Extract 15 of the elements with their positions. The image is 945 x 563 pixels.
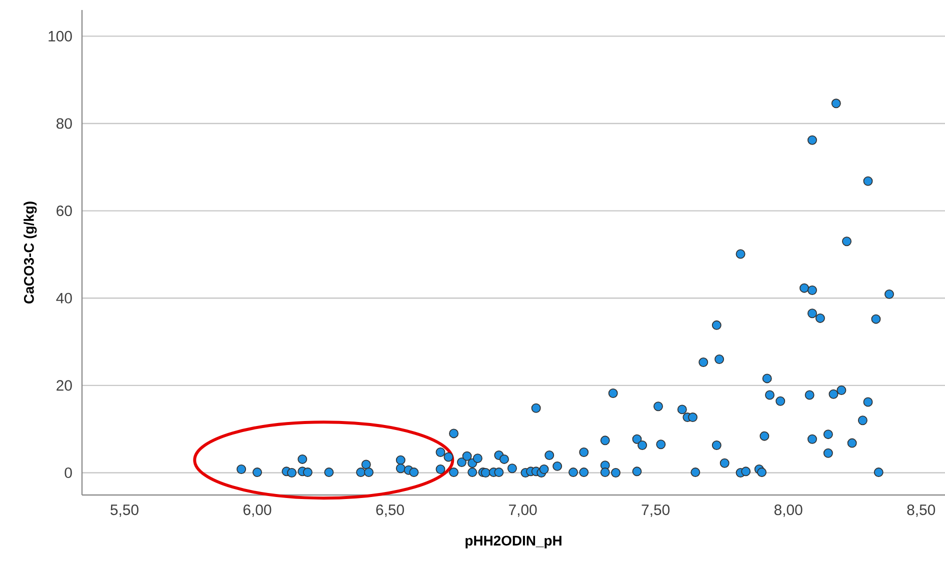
y-tick-label: 20 — [56, 380, 72, 391]
y-tick-label: 80 — [56, 118, 72, 129]
x-tick-label: 8,00 — [774, 504, 802, 517]
x-tick-label: 6,50 — [376, 504, 404, 517]
x-tick-label: 5,50 — [110, 504, 138, 517]
y-tick-label: 100 — [48, 30, 72, 42]
x-tick-label: 7,00 — [509, 504, 537, 517]
y-tick-label: 0 — [64, 467, 72, 478]
y-tick-label: 40 — [56, 292, 72, 304]
x-tick-label: 7,50 — [642, 504, 670, 517]
x-axis-title: pHH2ODIN_pH — [466, 536, 562, 548]
y-axis-title: CaCO3-C (g/kg) — [24, 202, 37, 304]
y-tick-label: 60 — [56, 206, 72, 216]
x-tick-label: 6,00 — [243, 504, 272, 517]
x-tick-label: 8,50 — [907, 504, 936, 517]
